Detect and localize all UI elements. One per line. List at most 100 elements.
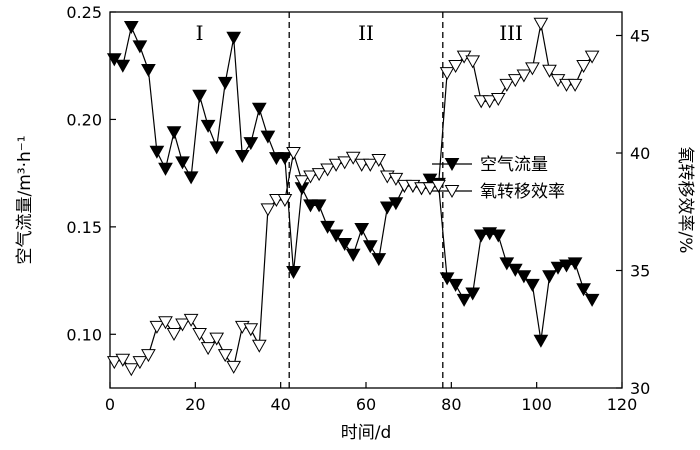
phase-label-0: I xyxy=(196,21,204,45)
data-point-air-flow-51 xyxy=(542,270,557,284)
x-tick-label-60: 60 xyxy=(356,395,376,414)
data-point-air-flow-0 xyxy=(106,53,122,67)
x-tick-label-40: 40 xyxy=(270,395,290,414)
x-tick-label-120: 120 xyxy=(607,395,638,414)
data-point-air-flow-54 xyxy=(567,257,583,271)
data-point-air-flow-2 xyxy=(123,21,139,35)
data-point-air-flow-53 xyxy=(559,259,574,273)
data-point-air-flow-3 xyxy=(132,40,148,54)
data-point-air-flow-4 xyxy=(141,64,156,78)
data-point-oxygen-efficiency-6 xyxy=(158,316,173,330)
y-left-tick-label-1: 0.15 xyxy=(66,218,102,237)
data-point-oxygen-efficiency-46 xyxy=(499,78,515,92)
data-point-air-flow-27 xyxy=(337,238,353,252)
data-point-air-flow-42 xyxy=(465,287,481,301)
data-point-oxygen-efficiency-50 xyxy=(533,17,549,31)
data-point-air-flow-25 xyxy=(320,220,335,234)
data-point-oxygen-efficiency-20 xyxy=(277,194,293,208)
data-point-oxygen-efficiency-17 xyxy=(251,339,267,353)
data-point-air-flow-5 xyxy=(149,145,165,159)
data-point-air-flow-12 xyxy=(209,141,225,155)
data-point-air-flow-31 xyxy=(371,253,387,267)
data-point-air-flow-50 xyxy=(533,334,549,348)
data-point-oxygen-efficiency-37 xyxy=(422,182,438,196)
data-point-air-flow-14 xyxy=(226,31,242,45)
data-point-air-flow-17 xyxy=(251,102,267,116)
axis-ticks: 0 20 40 60 80 100 120 0.10 0.15 0.20 0.25 30 35 40 45 xyxy=(66,3,650,414)
data-point-air-flow-40 xyxy=(448,278,463,292)
data-point-oxygen-efficiency-22 xyxy=(294,175,310,189)
data-point-air-flow-28 xyxy=(345,248,361,262)
data-point-oxygen-efficiency-4 xyxy=(141,349,156,363)
data-point-air-flow-49 xyxy=(525,278,540,292)
data-point-oxygen-efficiency-21 xyxy=(286,147,301,161)
data-point-air-flow-10 xyxy=(192,89,207,103)
phase-label-1: II xyxy=(358,21,374,45)
data-point-oxygen-efficiency-11 xyxy=(200,342,216,356)
data-point-air-flow-26 xyxy=(328,229,344,243)
data-point-oxygen-efficiency-54 xyxy=(567,78,583,92)
data-point-air-flow-45 xyxy=(490,229,506,243)
data-point-air-flow-6 xyxy=(158,162,173,176)
legend: 空气流量 氧转移效率 xyxy=(432,155,565,202)
data-point-oxygen-efficiency-28 xyxy=(345,151,361,165)
data-point-oxygen-efficiency-56 xyxy=(584,50,600,64)
data-point-air-flow-21 xyxy=(286,266,301,280)
data-point-air-flow-15 xyxy=(234,150,250,164)
data-point-oxygen-efficiency-39 xyxy=(439,67,455,81)
data-point-oxygen-efficiency-30 xyxy=(362,158,378,172)
data-point-oxygen-efficiency-10 xyxy=(192,328,207,342)
data-point-oxygen-efficiency-23 xyxy=(303,170,318,184)
data-point-air-flow-11 xyxy=(200,119,216,133)
data-point-air-flow-30 xyxy=(362,240,378,254)
data-point-oxygen-efficiency-5 xyxy=(149,320,165,334)
data-point-air-flow-33 xyxy=(388,197,404,211)
data-point-air-flow-39 xyxy=(439,272,455,286)
data-point-oxygen-efficiency-12 xyxy=(209,332,225,346)
data-point-air-flow-13 xyxy=(217,76,233,90)
data-point-oxygen-efficiency-13 xyxy=(217,349,233,363)
y-left-tick-label-0: 0.10 xyxy=(66,325,102,344)
phase-boundaries: I II III xyxy=(196,12,523,388)
data-point-oxygen-efficiency-42 xyxy=(465,55,481,69)
data-point-oxygen-efficiency-7 xyxy=(166,328,182,342)
series-layer xyxy=(106,17,600,377)
data-point-oxygen-efficiency-14 xyxy=(226,360,242,374)
x-axis-title: 时间/d xyxy=(341,423,392,443)
data-point-air-flow-47 xyxy=(507,263,523,277)
legend-marker-oxygen-efficiency xyxy=(444,185,460,199)
data-point-air-flow-55 xyxy=(576,283,591,297)
data-point-oxygen-efficiency-18 xyxy=(260,203,276,217)
data-point-oxygen-efficiency-9 xyxy=(183,313,199,327)
data-point-oxygen-efficiency-25 xyxy=(320,163,335,177)
data-point-oxygen-efficiency-51 xyxy=(542,64,557,78)
data-point-air-flow-9 xyxy=(183,171,199,185)
data-point-oxygen-efficiency-16 xyxy=(243,323,259,337)
data-point-air-flow-7 xyxy=(166,126,182,140)
data-point-oxygen-efficiency-2 xyxy=(123,363,139,377)
legend-marker-air-flow xyxy=(444,158,460,172)
data-point-oxygen-efficiency-31 xyxy=(371,154,387,168)
x-tick-label-80: 80 xyxy=(441,395,461,414)
data-point-air-flow-32 xyxy=(379,201,395,215)
data-point-air-flow-43 xyxy=(473,229,489,243)
data-point-oxygen-efficiency-8 xyxy=(175,318,190,332)
data-point-oxygen-efficiency-45 xyxy=(490,93,506,107)
legend-label-oxygen-efficiency: 氧转移效率 xyxy=(480,182,565,202)
data-point-oxygen-efficiency-0 xyxy=(106,356,122,370)
y-right-tick-label-40: 40 xyxy=(630,144,650,163)
data-point-oxygen-efficiency-48 xyxy=(516,69,532,83)
data-point-air-flow-41 xyxy=(456,293,472,307)
phase-label-2: III xyxy=(499,21,523,45)
data-point-oxygen-efficiency-27 xyxy=(337,156,353,170)
data-point-air-flow-48 xyxy=(516,270,532,284)
data-point-oxygen-efficiency-55 xyxy=(576,60,591,74)
data-point-air-flow-20 xyxy=(277,152,293,166)
data-point-air-flow-52 xyxy=(550,261,566,275)
y-right-tick-label-35: 35 xyxy=(630,262,650,281)
data-point-oxygen-efficiency-26 xyxy=(328,158,344,172)
data-point-air-flow-46 xyxy=(499,257,515,271)
y-right-tick-label-45: 45 xyxy=(630,27,650,46)
